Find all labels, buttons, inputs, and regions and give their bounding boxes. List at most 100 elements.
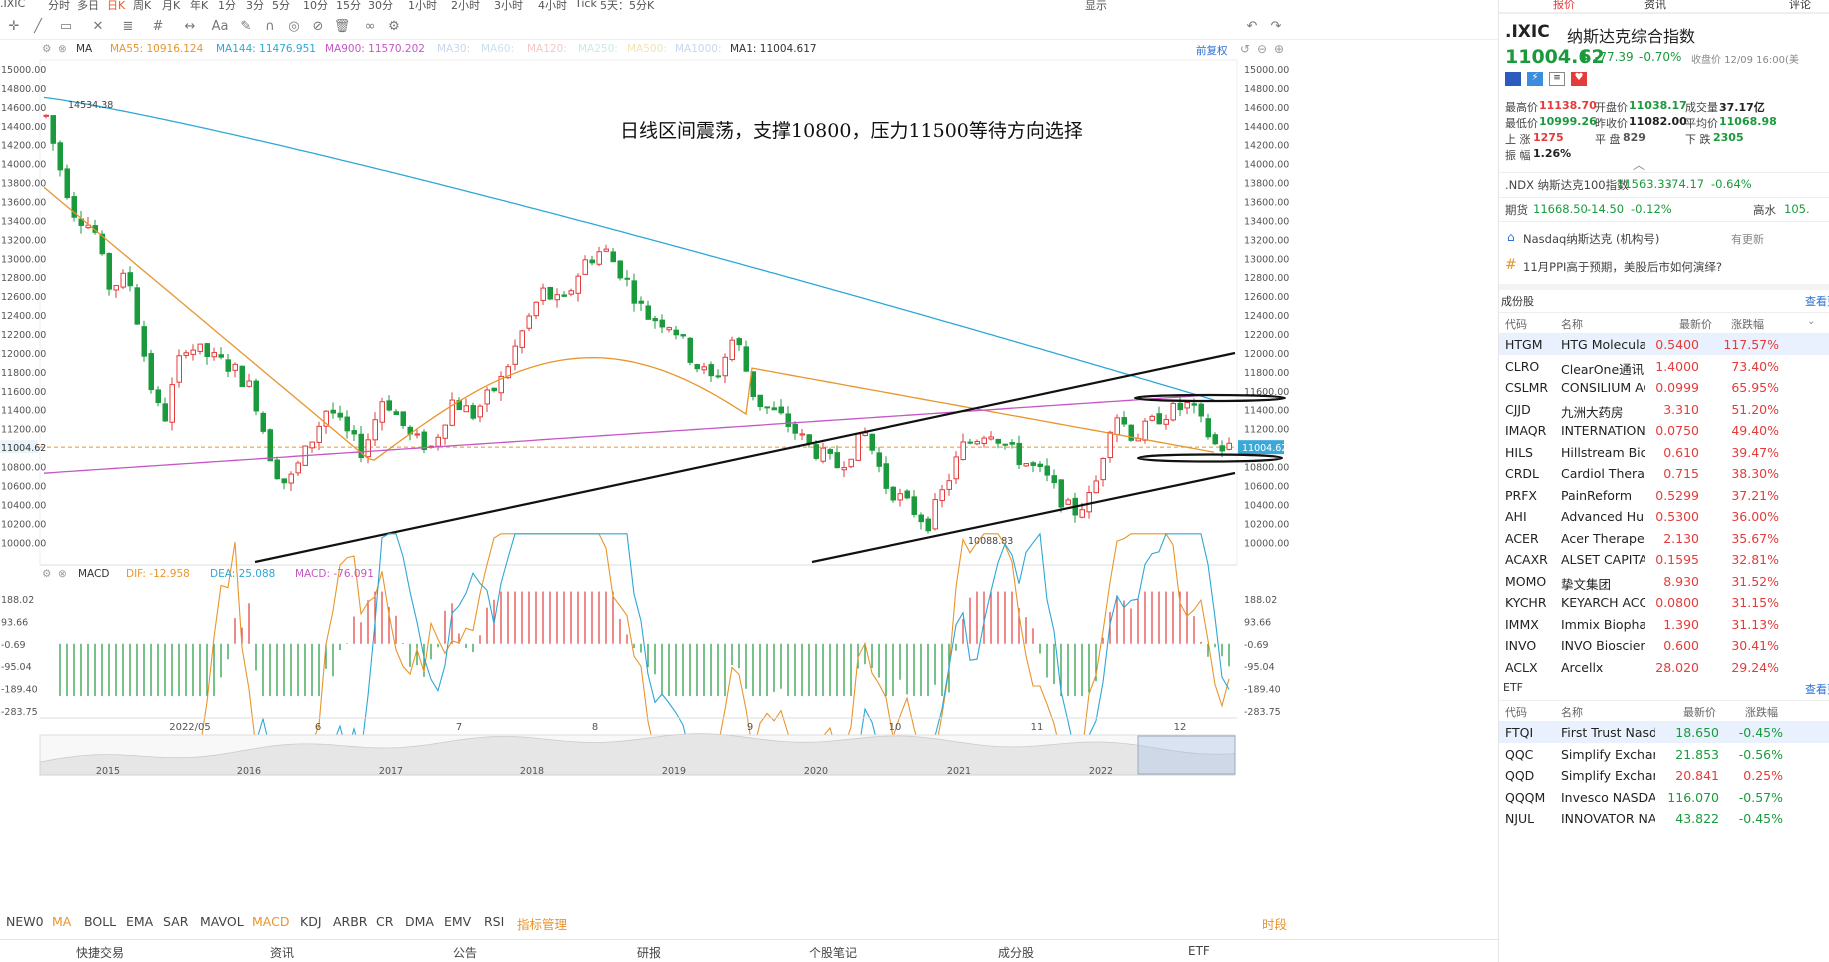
period-2[interactable]: 日K: [107, 0, 126, 12]
constituents-more-link[interactable]: 查看更: [1805, 295, 1829, 308]
indicator-tab-12[interactable]: RSI: [484, 914, 505, 929]
fork-draw-icon[interactable]: ✕: [92, 19, 104, 34]
period-16[interactable]: Tick: [575, 0, 597, 10]
overview-selection[interactable]: [1137, 735, 1236, 775]
period-15[interactable]: 4小时: [538, 0, 567, 12]
period-6[interactable]: 1分: [218, 0, 236, 12]
settings-icon[interactable]: ⚙: [42, 43, 52, 55]
stock-row[interactable]: PRFX PainReform 0.5299 37.21%: [1499, 485, 1829, 506]
sort-icon[interactable]: ⌄: [1807, 316, 1816, 327]
link-icon[interactable]: ∞: [364, 19, 376, 34]
restore-mode-button[interactable]: 前复权: [1196, 45, 1228, 57]
period-9[interactable]: 10分: [303, 0, 328, 12]
settings-icon[interactable]: ⚙: [42, 568, 52, 580]
stock-row[interactable]: ACER Acer Therapeut 2.130 35.67%: [1499, 528, 1829, 549]
fib-draw-icon[interactable]: ≣: [122, 19, 134, 34]
hash-icon[interactable]: #: [152, 19, 164, 34]
period-7[interactable]: 3分: [246, 0, 264, 12]
column-header[interactable]: 最新价: [1683, 706, 1716, 719]
period-4[interactable]: 月K: [162, 0, 181, 12]
collapse-icon[interactable]: ︿: [1633, 158, 1646, 172]
stock-row[interactable]: ACAXR ALSET CAPITAL 0.1595 32.81%: [1499, 549, 1829, 570]
indicator-tab-4[interactable]: SAR: [163, 914, 189, 929]
tab-quote[interactable]: 报价: [1553, 0, 1575, 11]
period-11[interactable]: 30分: [368, 0, 393, 12]
period-3[interactable]: 周K: [133, 0, 152, 12]
zoom-in-icon[interactable]: ⊕: [1274, 42, 1285, 56]
indicator-tab-13[interactable]: 指标管理: [517, 917, 568, 932]
magnet-icon[interactable]: ∩: [265, 19, 275, 34]
stock-row[interactable]: HILS Hillstream BioPh 0.610 39.47%: [1499, 442, 1829, 463]
redo-icon[interactable]: ↷: [1270, 19, 1282, 34]
news-item[interactable]: Nasdaq纳斯达克 (机构号): [1523, 232, 1660, 246]
stock-row[interactable]: CLRO ClearOne通讯 1.4000 73.40%: [1499, 356, 1829, 377]
bottom-nav-5[interactable]: 成分股: [998, 946, 1035, 960]
lightning-icon[interactable]: ⚡: [1527, 72, 1543, 86]
stock-row[interactable]: CJJD 九洲大药房 3.310 51.20%: [1499, 399, 1829, 420]
session-button[interactable]: 时段: [1262, 917, 1288, 932]
indicator-tab-1[interactable]: MA: [52, 914, 72, 929]
stock-row[interactable]: HTGM HTG Molecular 0.5400 117.57%: [1499, 334, 1829, 355]
refresh-icon[interactable]: ↺: [1240, 42, 1251, 56]
etf-row[interactable]: QQQM Invesco NASDAQ 116.070 -0.57%: [1499, 787, 1829, 808]
column-header[interactable]: 名称: [1561, 706, 1583, 719]
tab-comments[interactable]: 评论: [1789, 0, 1811, 11]
shape-draw-icon[interactable]: ▭: [59, 19, 73, 34]
indicator-tab-8[interactable]: ARBR: [333, 914, 368, 929]
ndx-label[interactable]: .NDX 纳斯达克100指数: [1505, 178, 1629, 192]
stock-row[interactable]: KYCHR KEYARCH ACQ 0.0800 31.15%: [1499, 592, 1829, 613]
text-tool-icon[interactable]: Aa: [211, 19, 229, 34]
settings-icon[interactable]: ⚙: [388, 19, 400, 34]
etf-more-link[interactable]: 查看更: [1805, 683, 1829, 696]
period-5[interactable]: 年K: [190, 0, 209, 12]
column-header[interactable]: 最新价: [1679, 318, 1712, 331]
period-8[interactable]: 5分: [272, 0, 290, 12]
stock-row[interactable]: IMAQR INTERNATIONA 0.0750 49.40%: [1499, 420, 1829, 441]
heart-icon[interactable]: ♥: [1571, 72, 1587, 86]
period-13[interactable]: 2小时: [451, 0, 480, 12]
crosshair-icon[interactable]: ✛: [8, 19, 20, 34]
bottom-nav-4[interactable]: 个股笔记: [809, 946, 858, 960]
stock-row[interactable]: CSLMR CONSILIUM AC 0.0999 65.95%: [1499, 377, 1829, 398]
brush-icon[interactable]: ✎: [240, 19, 252, 34]
stock-row[interactable]: MOMO 挚文集团 8.930 31.52%: [1499, 571, 1829, 592]
indicator-tab-6[interactable]: MACD: [252, 914, 290, 929]
stock-row[interactable]: IMMX Immix Biophar 1.390 31.13%: [1499, 614, 1829, 635]
zoom-out-icon[interactable]: ⊖: [1257, 42, 1268, 56]
trash-icon[interactable]: 🗑: [333, 19, 351, 34]
period-14[interactable]: 3小时: [494, 0, 523, 12]
indicator-tab-7[interactable]: KDJ: [300, 914, 322, 929]
display-menu[interactable]: 显示: [1085, 0, 1107, 12]
period-1[interactable]: 多日: [77, 0, 99, 12]
period-10[interactable]: 15分: [336, 0, 361, 12]
indicator-tab-5[interactable]: MAVOL: [200, 914, 244, 929]
etf-row[interactable]: QQC Simplify Exchange 21.853 -0.56%: [1499, 744, 1829, 765]
indicator-tab-11[interactable]: EMV: [444, 914, 472, 929]
eye-icon[interactable]: ◎: [288, 19, 300, 34]
etf-row[interactable]: QQD Simplify Exchange 20.841 0.25%: [1499, 765, 1829, 786]
period-12[interactable]: 1小时: [408, 0, 437, 12]
doc-icon[interactable]: ≡: [1549, 72, 1565, 86]
period-17[interactable]: 5天：5分K: [600, 0, 655, 12]
bottom-nav-1[interactable]: 资讯: [270, 946, 295, 960]
undo-icon[interactable]: ↶: [1246, 19, 1258, 34]
lower-trendline[interactable]: [811, 471, 1236, 564]
column-header[interactable]: 涨跌幅: [1731, 318, 1764, 331]
indicator-tab-2[interactable]: BOLL: [84, 914, 117, 929]
tab-news[interactable]: 资讯: [1644, 0, 1666, 11]
close-icon[interactable]: ⊗: [58, 43, 67, 55]
etf-row[interactable]: FTQI First Trust Nasda 18.650 -0.45%: [1499, 722, 1829, 743]
topic-item[interactable]: 11月PPI高于预期，美股后市如何演绎?: [1523, 260, 1722, 274]
bottom-nav-6[interactable]: ETF: [1188, 944, 1210, 958]
support-marker[interactable]: [1136, 453, 1284, 463]
stock-row[interactable]: INVO INVO Bioscienc 0.600 30.41%: [1499, 635, 1829, 656]
indicator-tab-0[interactable]: NEW0: [6, 914, 44, 929]
resistance-marker[interactable]: [1133, 393, 1287, 403]
upper-trendline[interactable]: [254, 351, 1236, 564]
arrows-icon[interactable]: ↔: [184, 19, 196, 34]
column-header[interactable]: 代码: [1505, 318, 1527, 331]
line-draw-icon[interactable]: ╱: [34, 19, 42, 34]
indicator-tab-9[interactable]: CR: [376, 914, 394, 929]
indicator-tab-10[interactable]: DMA: [405, 914, 434, 929]
close-icon[interactable]: ⊗: [58, 568, 67, 580]
